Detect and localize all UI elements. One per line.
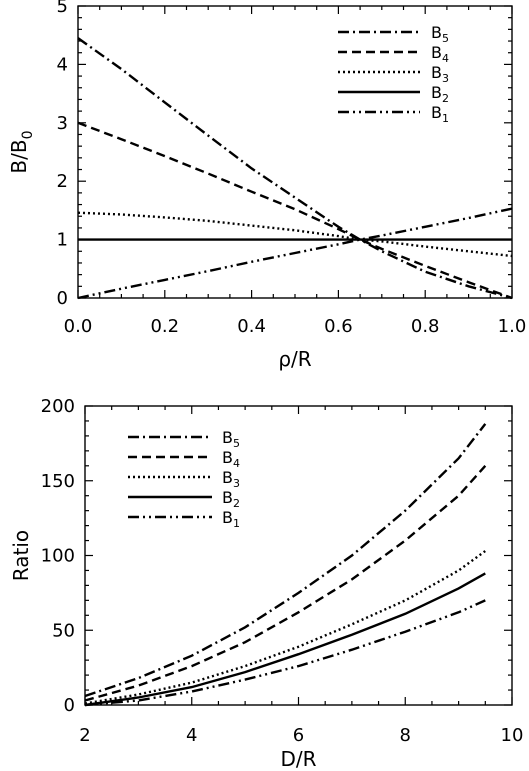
x-tick-label: 0.8 [411, 316, 440, 337]
series-line-b2 [84, 572, 486, 707]
x-tick-label: 8 [400, 725, 411, 746]
y-tick-label: 100 [41, 546, 75, 567]
y-tick-label: 0 [57, 288, 68, 309]
x-tick-label: 4 [186, 725, 197, 746]
series-line-b3 [77, 211, 513, 258]
y-tick-label: 2 [57, 171, 68, 192]
series-line-b4 [77, 121, 513, 300]
series-line-b1 [84, 599, 486, 707]
x-tick-label: 10 [501, 725, 524, 746]
x-tick-label: 0.0 [64, 316, 93, 337]
plot-frame [84, 405, 513, 706]
y-axis-title: B/B0 [7, 130, 36, 173]
y-tick-label: 50 [52, 620, 75, 641]
legend-label-b5: B5 [431, 23, 449, 45]
legend-label-b5: B5 [222, 428, 240, 450]
series-line-b5 [77, 37, 513, 300]
y-tick-label: 5 [57, 0, 68, 17]
legend-label-b3: B3 [222, 468, 240, 490]
x-tick-label: 1.0 [498, 316, 527, 337]
y-tick-label: 4 [57, 54, 68, 75]
legend-label-b2: B2 [431, 83, 449, 105]
legend-label-b4: B4 [222, 448, 240, 470]
y-tick-label: 3 [57, 113, 68, 134]
y-tick-label: 1 [57, 230, 68, 251]
chart-panel-1: 0.0 0.2 0.4 0.6 0.8 1.0 0 1 2 3 4 5 ρ/R B/B0 B5B4B3B2B… [7, 0, 526, 371]
series-line-b5 [84, 423, 487, 698]
y-tick-label: 200 [41, 396, 75, 417]
x-tick-label: 0.4 [237, 316, 266, 337]
x-axis-title: ρ/R [278, 347, 311, 371]
legend-label-b4: B4 [431, 43, 449, 65]
series-line-b3 [84, 550, 487, 705]
x-tick-label: 0.2 [150, 316, 179, 337]
y-tick-label: 0 [64, 695, 75, 716]
x-tick-label: 6 [293, 725, 304, 746]
x-axis-title: D/R [280, 747, 316, 771]
legend-label-b2: B2 [222, 488, 240, 510]
series-line-b1 [77, 207, 513, 300]
legend-label-b1: B1 [222, 508, 240, 530]
legend-label-b1: B1 [431, 103, 449, 125]
legend-label-b3: B3 [431, 63, 449, 85]
y-axis-title: Ratio [9, 530, 33, 581]
series-line-b4 [84, 465, 487, 702]
y-tick-label: 150 [41, 471, 75, 492]
x-tick-label: 2 [79, 725, 90, 746]
x-tick-label: 0.6 [324, 316, 353, 337]
